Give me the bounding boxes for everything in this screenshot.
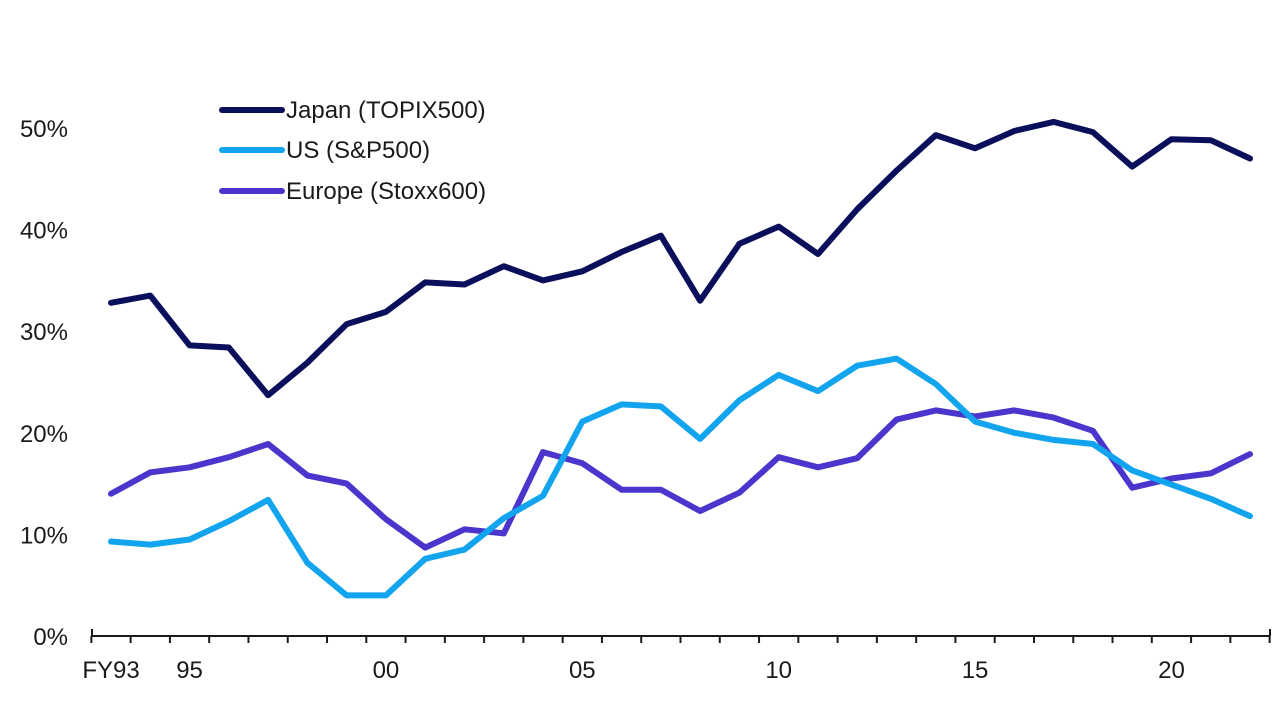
legend-label-us: US (S&P500) bbox=[286, 137, 430, 164]
axes bbox=[90, 629, 1271, 643]
y-tick-label: 30% bbox=[20, 319, 68, 346]
series-line-japan bbox=[108, 118, 1253, 399]
x-tick-label: 05 bbox=[569, 657, 596, 684]
series-line-europe bbox=[108, 407, 1253, 551]
x-axis-ticks bbox=[90, 629, 1271, 643]
x-axis-tick-labels: FY93 95 00 05 10 15 20 bbox=[82, 657, 1184, 684]
y-axis-tick-labels: 0% 10% 20% 30% 40% 50% bbox=[20, 116, 68, 651]
y-tick-label: 50% bbox=[20, 116, 68, 143]
series-line-us bbox=[108, 355, 1253, 599]
y-tick-label: 20% bbox=[20, 421, 68, 448]
y-tick-label: 40% bbox=[20, 218, 68, 245]
x-tick-label: 00 bbox=[373, 657, 400, 684]
legend: Japan (TOPIX500) US (S&P500) Europe (Sto… bbox=[219, 97, 486, 205]
x-tick-label: 20 bbox=[1158, 657, 1185, 684]
x-tick-label: 95 bbox=[176, 657, 203, 684]
y-tick-label: 0% bbox=[33, 624, 68, 651]
legend-label-japan: Japan (TOPIX500) bbox=[286, 97, 486, 124]
x-tick-label: 15 bbox=[962, 657, 989, 684]
legend-label-europe: Europe (Stoxx600) bbox=[286, 178, 486, 205]
x-tick-label: 10 bbox=[765, 657, 792, 684]
x-tick-label: FY93 bbox=[82, 657, 139, 684]
series-lines bbox=[108, 118, 1253, 599]
y-tick-label: 10% bbox=[20, 522, 68, 549]
